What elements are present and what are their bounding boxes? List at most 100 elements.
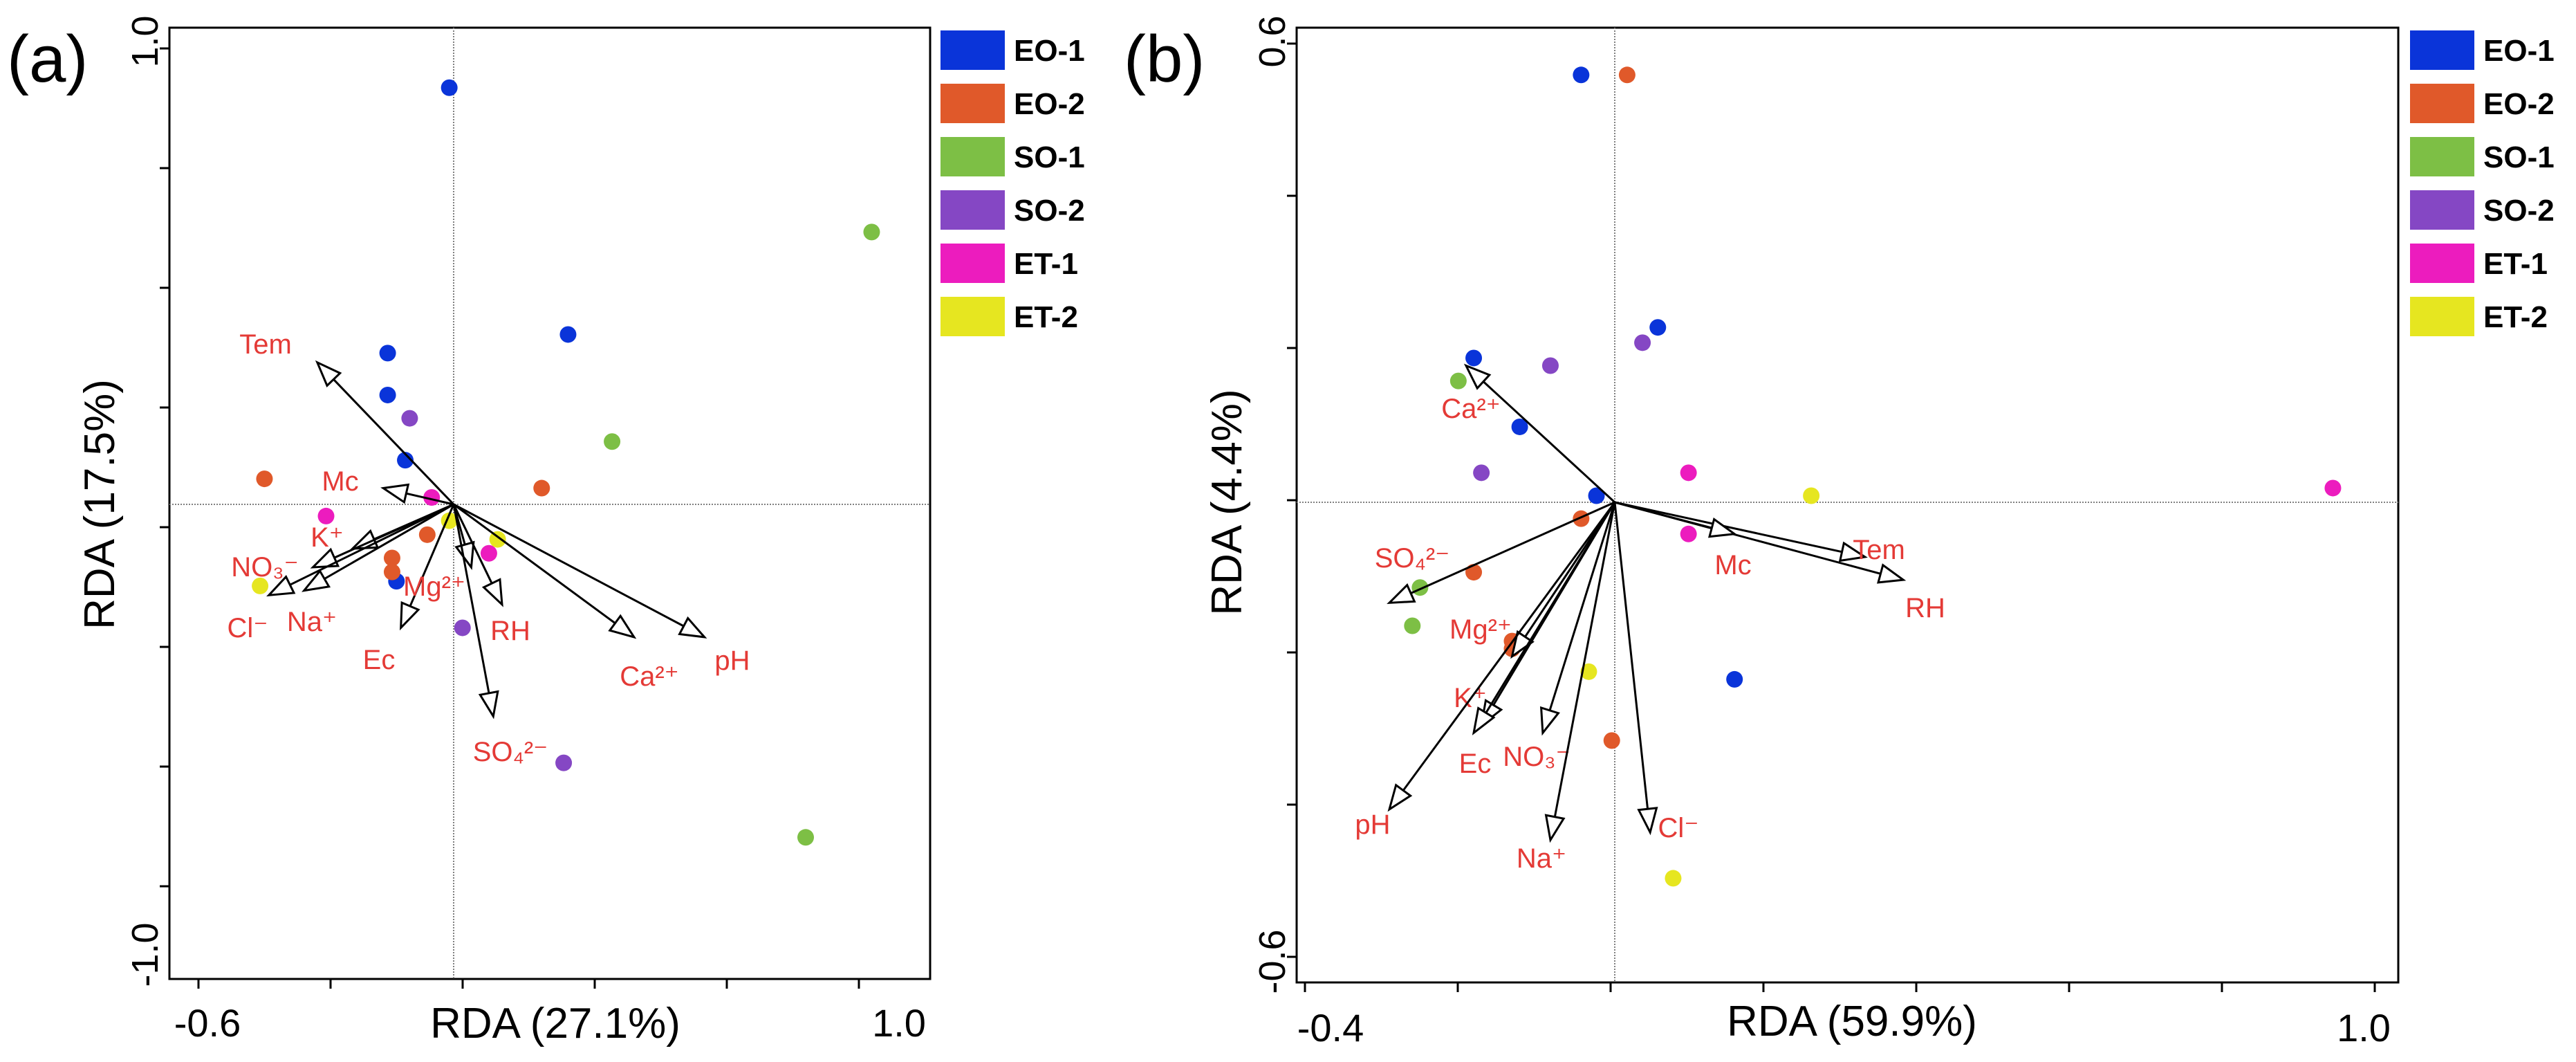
panel-label: (a) <box>7 22 88 96</box>
data-point-eo-2 <box>1618 66 1636 84</box>
vector-label: Tem <box>1853 535 1905 565</box>
vector-arrowhead <box>1387 783 1413 812</box>
vector-label: Cl⁻ <box>1658 813 1699 843</box>
vector-line <box>1482 381 1616 504</box>
data-point-et-2 <box>1803 487 1820 504</box>
vector-label: NO₃⁻ <box>1503 742 1570 772</box>
data-point-eo-1 <box>1573 66 1590 84</box>
x-tick-label: -0.6 <box>174 1001 241 1045</box>
y-tick-label: 1.0 <box>124 15 166 67</box>
x-tick-label: 1.0 <box>872 1001 926 1045</box>
vector-arrowhead <box>1838 541 1868 562</box>
vector-arrowhead <box>481 578 503 607</box>
vector-label: Cl⁻ <box>228 613 268 643</box>
vector-arrowhead <box>266 575 296 597</box>
vector-label: Mg²⁺ <box>1449 614 1512 645</box>
vector-line <box>452 504 493 584</box>
vector-arrowhead <box>302 569 331 592</box>
legend-label: ET-1 <box>1014 247 1078 281</box>
vector-arrowhead <box>1539 706 1560 736</box>
y-axis-label: RDA (17.5%) <box>76 379 124 630</box>
data-point-so-2 <box>1541 357 1559 374</box>
legend-label: SO-1 <box>2483 140 2555 174</box>
vector-line <box>1614 501 1712 529</box>
vector-arrowhead <box>1472 706 1496 735</box>
vector-arrowhead <box>380 483 410 504</box>
data-point-so-2 <box>1634 334 1651 351</box>
legend-swatch <box>940 84 1005 123</box>
legend-swatch <box>2410 137 2474 176</box>
legend-label: EO-2 <box>2483 87 2555 121</box>
vector-line <box>1402 502 1616 791</box>
vector-arrowhead <box>1637 807 1658 836</box>
data-point-eo-2 <box>1603 732 1620 749</box>
data-point-eo-2 <box>383 549 400 567</box>
y-tick-label: -0.6 <box>1252 929 1293 994</box>
vector-line <box>1548 502 1616 711</box>
vector-label: Na⁺ <box>1517 843 1566 874</box>
data-point-et-2 <box>489 531 506 548</box>
vector-label: RH <box>490 616 530 646</box>
data-point-et-1 <box>2324 479 2342 497</box>
data-point-so-1 <box>1404 617 1421 634</box>
data-point-et-1 <box>1680 525 1697 542</box>
vector-arrowhead <box>400 601 420 631</box>
vector-label: pH <box>714 646 750 676</box>
vector-line <box>324 503 454 580</box>
data-point-eo-2 <box>533 479 550 497</box>
data-point-so-2 <box>454 619 471 637</box>
plot-frame <box>1295 26 2400 984</box>
data-point-eo-1 <box>1465 349 1483 367</box>
vector-line <box>406 492 454 506</box>
vector-label: pH <box>1355 809 1390 840</box>
data-point-et-1 <box>480 544 497 562</box>
legend-swatch <box>2410 244 2474 283</box>
data-point-eo-1 <box>1649 319 1667 336</box>
x-axis-label: RDA (27.1%) <box>430 1000 680 1047</box>
data-point-so-1 <box>604 433 621 450</box>
vector-arrowhead <box>315 360 342 387</box>
x-axis-label: RDA (59.9%) <box>1727 998 1977 1045</box>
panel-label: (b) <box>1124 22 1205 96</box>
vector-line <box>409 504 455 607</box>
data-point-so-1 <box>1449 372 1467 390</box>
data-point-so-2 <box>1473 464 1490 482</box>
vector-label: SO₄²⁻ <box>473 737 548 767</box>
legend-swatch <box>940 190 1005 230</box>
legend-label: ET-2 <box>2483 300 2548 334</box>
vector-label: SO₄²⁻ <box>1375 543 1450 574</box>
data-point-et-2 <box>252 577 269 594</box>
data-point-eo-1 <box>559 326 577 343</box>
data-point-eo-1 <box>397 452 414 469</box>
vector-label: Ca²⁺ <box>620 661 679 692</box>
data-point-et-2 <box>1580 663 1597 680</box>
data-point-et-2 <box>1665 870 1682 887</box>
vector-line <box>452 504 490 694</box>
vector-arrowhead <box>1707 518 1738 538</box>
vector-arrowhead <box>1463 363 1492 390</box>
legend-swatch <box>2410 30 2474 70</box>
legend-label: SO-1 <box>1014 140 1085 174</box>
vector-line <box>1553 502 1616 818</box>
legend-label: ET-1 <box>2483 247 2548 281</box>
legend-swatch <box>2410 190 2474 230</box>
legend-swatch <box>2410 84 2474 123</box>
vector-line <box>289 503 454 586</box>
vector-arrowhead <box>1387 583 1416 605</box>
vector-label: Ec <box>1459 749 1492 779</box>
legend-label: SO-2 <box>1014 194 1085 228</box>
vector-label: Mg²⁺ <box>403 571 465 602</box>
legend-label: EO-2 <box>1014 87 1085 121</box>
vector-label: Mc <box>322 466 358 497</box>
vector-line <box>453 503 685 628</box>
vector-arrowhead <box>1877 563 1907 584</box>
legend-swatch <box>940 30 1005 70</box>
vector-label: RH <box>1905 593 1945 623</box>
data-point-eo-2 <box>383 563 400 580</box>
vector-arrowhead <box>478 690 499 720</box>
data-point-so-1 <box>797 829 815 846</box>
data-point-eo-1 <box>379 345 396 362</box>
data-point-et-1 <box>423 489 441 506</box>
data-point-eo-2 <box>256 470 273 488</box>
data-point-eo-1 <box>1511 418 1528 435</box>
